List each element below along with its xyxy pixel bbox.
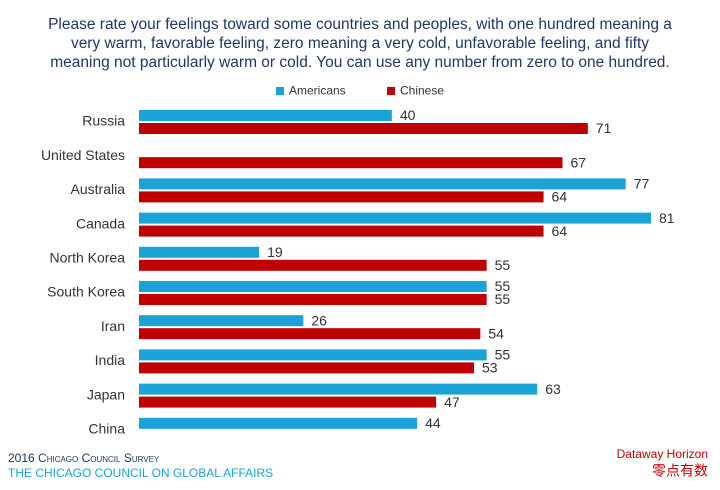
- legend-swatch: [387, 87, 395, 95]
- brand: 零点有数: [652, 463, 708, 479]
- bar: [139, 259, 487, 271]
- legend-swatch: [276, 87, 284, 95]
- value-label: 77: [634, 176, 650, 192]
- category-label: South Korea: [47, 284, 125, 300]
- value-label: 55: [495, 257, 511, 273]
- category-label: Russia: [82, 113, 125, 129]
- bar: [139, 328, 481, 340]
- category-label: Iran: [101, 318, 125, 334]
- chart-title: meaning not particularly warm or cold. Y…: [50, 54, 670, 71]
- bar: [139, 349, 487, 361]
- value-label: 55: [495, 347, 511, 363]
- bar: [139, 362, 475, 374]
- bar: [139, 417, 418, 429]
- chart-title: Please rate your feelings toward some co…: [48, 16, 672, 33]
- value-label: 40: [400, 107, 416, 123]
- bar: [139, 225, 544, 237]
- bar: [139, 383, 538, 395]
- bar: [139, 157, 563, 169]
- category-label: North Korea: [50, 250, 126, 266]
- value-label: 81: [659, 210, 675, 226]
- source: 2016 Chicago Council Survey: [8, 451, 160, 465]
- category-label: Japan: [87, 386, 125, 402]
- value-label: 64: [552, 189, 568, 205]
- category-label: India: [95, 352, 126, 368]
- value-label: 54: [488, 325, 504, 341]
- value-label: 55: [495, 291, 511, 307]
- category-label: China: [88, 421, 125, 437]
- bar: [139, 315, 304, 327]
- brand: Dataway Horizon: [617, 447, 708, 461]
- value-label: 67: [571, 154, 587, 170]
- bar: [139, 123, 588, 134]
- value-label: 53: [482, 360, 498, 376]
- category-label: United States: [41, 147, 125, 163]
- value-label: 64: [552, 223, 568, 239]
- bar: [139, 396, 437, 408]
- bar: [139, 281, 487, 292]
- legend-label: Chinese: [400, 84, 444, 98]
- legend-label: Americans: [289, 84, 346, 98]
- value-label: 55: [495, 278, 511, 294]
- value-label: 19: [267, 244, 283, 260]
- bar: [139, 212, 651, 224]
- bar: [139, 110, 392, 121]
- value-label: 47: [444, 394, 460, 410]
- value-label: 71: [596, 120, 612, 136]
- category-label: Australia: [71, 181, 126, 197]
- bar: [139, 178, 626, 190]
- source: THE CHICAGO COUNCIL ON GLOBAL AFFAIRS: [8, 466, 273, 480]
- value-label: 63: [545, 381, 561, 397]
- bar: [139, 246, 260, 258]
- chart-title: very warm, favorable feeling, zero meani…: [71, 35, 649, 52]
- bar: [139, 294, 487, 305]
- value-label: 26: [311, 312, 327, 328]
- bar: [139, 191, 544, 203]
- value-label: 44: [425, 415, 441, 431]
- category-label: Canada: [76, 215, 125, 231]
